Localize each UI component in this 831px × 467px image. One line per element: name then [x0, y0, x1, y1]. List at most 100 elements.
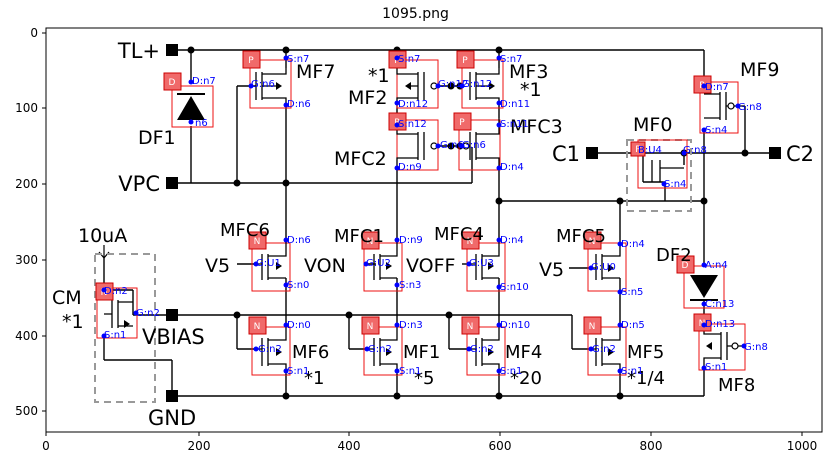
- node-label: G:n2: [368, 344, 392, 355]
- pin-label-vbias: VBIAS: [142, 325, 205, 349]
- node-label: S:n3: [399, 280, 421, 291]
- label-mf3: MF3: [509, 61, 548, 83]
- x-tick-label: 200: [188, 439, 211, 453]
- badges: D P P P P P P P N N N N D N N N N N N: [95, 50, 712, 335]
- node-label: S:n4: [705, 125, 727, 136]
- node-label: G:n6: [462, 140, 486, 151]
- pin-label-tl: TL+: [117, 39, 160, 63]
- label-mf8: MF8: [718, 375, 755, 396]
- y-tick-label: 200: [15, 177, 38, 191]
- node-label: G:n12: [438, 79, 468, 90]
- pin-label-c2: C2: [786, 142, 814, 166]
- label-mf3-mult: *1: [520, 79, 542, 101]
- label-mf2: MF2: [348, 87, 387, 109]
- node-label: G:U1: [256, 258, 281, 269]
- label-mf5: MF5: [627, 342, 664, 363]
- node-label: G:n6: [440, 140, 464, 151]
- node-label: D:n4: [621, 239, 645, 250]
- node-label: G:n2: [470, 344, 494, 355]
- badge-n: N: [589, 322, 596, 332]
- badge-n: N: [254, 237, 261, 247]
- pin-label-c1: C1: [552, 142, 580, 166]
- label-mf9: MF9: [740, 59, 779, 81]
- node-label: S:n11: [500, 119, 529, 130]
- node-label: n6: [195, 118, 208, 129]
- label-mfc5: MFC5: [556, 226, 606, 247]
- terminal-squares: [166, 44, 781, 402]
- label-mf6: MF6: [292, 342, 329, 363]
- x-tick-label: 600: [489, 439, 512, 453]
- node-label: D:n5: [621, 320, 645, 331]
- mf0-dashed-box: [626, 139, 692, 212]
- node-label: D:n6: [287, 99, 311, 110]
- label-df2: DF2: [656, 245, 692, 266]
- node-label: G:n2: [592, 344, 616, 355]
- label-mfc6: MFC6: [220, 220, 270, 241]
- node-label: S:n1: [287, 366, 309, 377]
- label-mfc3: MFC3: [510, 116, 563, 138]
- label-v5-a: V5: [205, 255, 230, 277]
- y-axis: 0 100 200 300 400 500: [15, 26, 46, 418]
- node-label: G:n8: [738, 102, 762, 113]
- cm-dashed-box: [94, 253, 156, 403]
- badge-p: P: [462, 56, 468, 66]
- x-tick-label: 1000: [787, 439, 818, 453]
- node-label: S:n10: [500, 282, 529, 293]
- node-label: D:n7: [705, 82, 729, 93]
- label-cm-mult: *1: [62, 311, 84, 333]
- node-label: G:n2: [258, 344, 282, 355]
- transistor-glyphs: [104, 68, 745, 375]
- pin-label-vpc: VPC: [118, 172, 160, 196]
- label-df1: DF1: [138, 127, 176, 149]
- y-tick-label: 400: [15, 329, 38, 343]
- label-mf4-mult: *20: [510, 368, 542, 389]
- label-mf6-mult: *1: [304, 368, 324, 389]
- label-mf4: MF4: [505, 342, 542, 363]
- label-mf7: MF7: [296, 61, 335, 83]
- wires: [103, 49, 775, 397]
- label-mfc1: MFC1: [334, 226, 384, 247]
- node-label: D:n4: [500, 235, 524, 246]
- node-label: S:n5: [621, 287, 643, 298]
- axes-frame: [45, 27, 823, 433]
- label-mf1: MF1: [403, 342, 440, 363]
- badge-p: P: [394, 56, 400, 66]
- node-label: G:U2: [366, 258, 391, 269]
- node-label: G:n8: [683, 145, 707, 156]
- badge-n: N: [367, 237, 374, 247]
- node-label: G:n12: [462, 79, 492, 90]
- node-label: D:n12: [398, 99, 428, 110]
- node-label: D:n13: [705, 319, 735, 330]
- diode-df2: [690, 275, 718, 301]
- figure-title: 1095.png: [382, 6, 449, 22]
- label-mf5-mult: *1/4: [627, 368, 665, 389]
- label-cm: CM: [52, 287, 82, 309]
- node-label: G:n2: [136, 308, 160, 319]
- badge-n: N: [589, 237, 596, 247]
- badge-p: P: [248, 56, 254, 66]
- badge-n: N: [367, 322, 374, 332]
- component-labels: TL+ VPC C1 C2 VBIAS GND MF7 *1 MF2 MF3 *…: [52, 39, 814, 430]
- node-label: G:n6: [251, 79, 275, 90]
- node-label: S:n1: [705, 362, 727, 373]
- y-tick-label: 300: [15, 253, 38, 267]
- y-tick-label: 0: [30, 26, 38, 40]
- node-label: D:n11: [500, 99, 530, 110]
- label-mfc2: MFC2: [334, 148, 387, 170]
- badge-p: P: [635, 145, 641, 155]
- node-label: G:U0: [591, 262, 616, 273]
- node-labels: D:n7 n6 S:n7 G:n6 D:n6 S:n7 G:n12 D:n12 …: [104, 54, 768, 377]
- x-tick-label: 0: [42, 439, 50, 453]
- y-tick-label: 500: [15, 404, 38, 418]
- label-von: VON: [304, 255, 346, 277]
- node-label: C:n13: [705, 299, 734, 310]
- badge-n: N: [254, 322, 261, 332]
- x-axis: 0 200 400 600 800 1000: [42, 432, 817, 453]
- node-label: S:n1: [621, 366, 643, 377]
- node-label: S:n1: [500, 366, 522, 377]
- node-label: S:n12: [398, 119, 427, 130]
- junction-dots: [187, 46, 749, 400]
- label-mfc4: MFC4: [434, 224, 484, 245]
